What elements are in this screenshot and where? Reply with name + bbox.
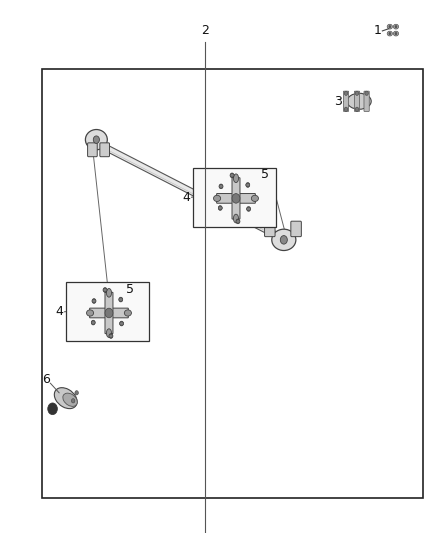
FancyBboxPatch shape [354,91,360,111]
Circle shape [344,107,348,111]
Ellipse shape [109,334,113,338]
FancyBboxPatch shape [291,221,301,237]
Circle shape [219,184,223,189]
Circle shape [355,107,359,111]
Circle shape [93,136,99,143]
Circle shape [103,288,107,292]
Text: 5: 5 [126,283,134,296]
Text: 6: 6 [42,373,50,386]
Circle shape [232,193,240,203]
Bar [66,282,149,341]
Ellipse shape [63,393,78,406]
Bar [42,69,423,498]
Circle shape [355,91,359,95]
Ellipse shape [119,298,123,301]
Ellipse shape [103,288,107,292]
Ellipse shape [247,207,251,211]
Text: 2: 2 [201,25,209,37]
FancyBboxPatch shape [364,91,369,111]
FancyBboxPatch shape [232,177,240,219]
Ellipse shape [120,322,124,325]
Circle shape [389,25,391,28]
Ellipse shape [54,387,77,409]
Circle shape [105,308,113,318]
Ellipse shape [233,174,239,182]
Ellipse shape [124,310,131,316]
Ellipse shape [106,329,112,337]
FancyBboxPatch shape [217,193,255,203]
Bar [193,168,276,227]
Circle shape [91,320,95,325]
Circle shape [365,91,368,95]
Ellipse shape [85,130,107,150]
Circle shape [395,32,397,35]
Circle shape [344,91,348,95]
Circle shape [247,207,251,212]
Circle shape [75,391,78,395]
Circle shape [280,236,287,244]
Text: 4: 4 [183,191,191,204]
FancyBboxPatch shape [343,91,349,111]
Ellipse shape [230,174,234,177]
FancyBboxPatch shape [265,221,275,237]
Ellipse shape [387,25,392,29]
Circle shape [246,182,250,188]
Ellipse shape [213,195,221,201]
Ellipse shape [219,185,223,188]
Circle shape [395,25,397,28]
Ellipse shape [106,288,112,297]
Ellipse shape [251,195,258,201]
Text: 1: 1 [373,25,381,37]
FancyBboxPatch shape [90,308,128,318]
Text: 5: 5 [261,168,269,181]
FancyBboxPatch shape [105,292,113,334]
Text: 4: 4 [56,305,64,318]
FancyBboxPatch shape [100,143,110,157]
Circle shape [230,173,234,178]
Circle shape [218,206,222,211]
Ellipse shape [87,310,94,316]
Ellipse shape [233,214,239,223]
Circle shape [92,298,96,303]
Ellipse shape [48,403,57,415]
Ellipse shape [236,220,240,223]
Polygon shape [97,141,282,240]
Ellipse shape [218,206,222,209]
Ellipse shape [387,31,392,36]
Text: 3: 3 [334,95,342,108]
Ellipse shape [91,321,95,324]
Circle shape [389,32,391,35]
Ellipse shape [92,300,96,303]
Circle shape [71,399,75,403]
Ellipse shape [347,93,371,109]
Ellipse shape [246,183,250,187]
Circle shape [109,334,113,338]
Ellipse shape [393,25,399,29]
FancyBboxPatch shape [88,143,97,157]
Circle shape [236,219,240,224]
Ellipse shape [272,229,296,251]
Circle shape [120,321,124,326]
Circle shape [119,297,123,302]
Ellipse shape [393,31,399,36]
